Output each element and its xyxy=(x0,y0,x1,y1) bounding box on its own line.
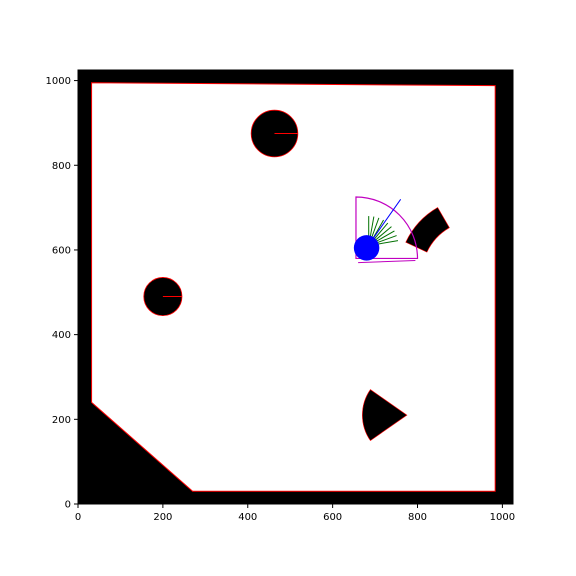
y-tick-label: 0 xyxy=(65,500,71,511)
sensor-inner-edge xyxy=(358,260,416,264)
y-tick-label: 1000 xyxy=(46,76,71,87)
axes-area xyxy=(77,69,514,505)
y-tick-label: 800 xyxy=(52,161,71,172)
y-tick-label: 200 xyxy=(52,415,71,426)
x-tick-label: 200 xyxy=(153,512,172,523)
robot-group xyxy=(353,198,402,261)
robot-body xyxy=(353,235,380,261)
y-tick-label: 400 xyxy=(52,330,71,341)
wedge-bottom-obstacle xyxy=(362,389,408,442)
y-tick-label: 600 xyxy=(52,245,71,256)
x-tick-label: 600 xyxy=(323,512,342,523)
robot-heading-line xyxy=(366,198,402,249)
obstacles-group xyxy=(143,109,450,442)
x-tick-label: 0 xyxy=(75,512,81,523)
y-axis-ticks: 0 200 400 600 800 1000 xyxy=(46,76,78,511)
free-space-polygon xyxy=(91,82,496,492)
x-tick-label: 800 xyxy=(408,512,427,523)
sensor-fov-sector xyxy=(355,196,419,260)
axes-frame xyxy=(77,69,514,505)
x-tick-label: 400 xyxy=(238,512,257,523)
x-axis-ticks: 0 200 400 600 800 1000 xyxy=(75,504,515,523)
x-tick-label: 1000 xyxy=(490,512,515,523)
